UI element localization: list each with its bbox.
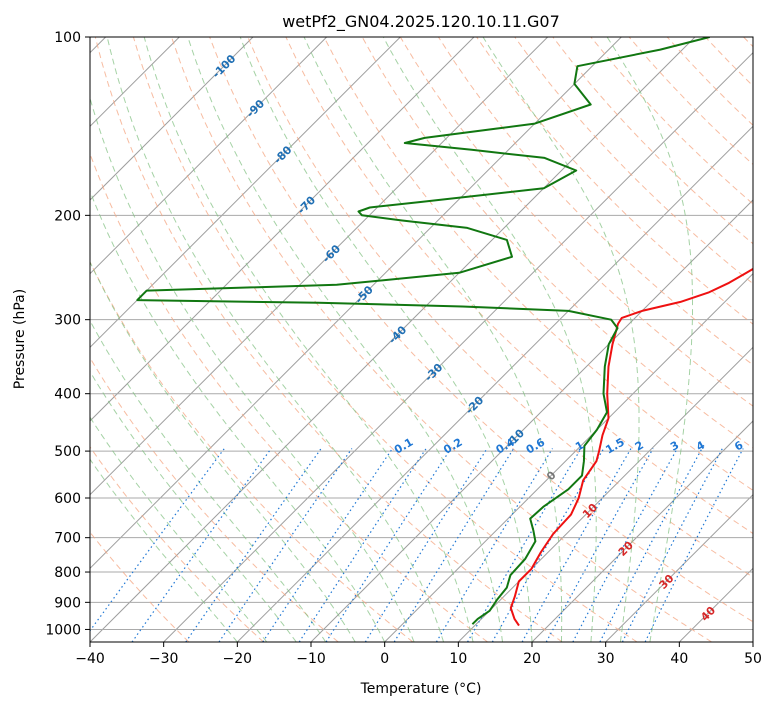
y-tick-label: 200 xyxy=(54,208,81,224)
moist-adiabat xyxy=(90,260,356,642)
y-tick-label: 1000 xyxy=(45,622,81,638)
dry-adiabats xyxy=(90,37,753,642)
dry-adiabat xyxy=(247,37,753,578)
moist-adiabat xyxy=(90,96,415,642)
y-tick-label: 400 xyxy=(54,387,81,403)
isotherm-line xyxy=(752,641,753,642)
plot-frame xyxy=(89,36,754,643)
mixing-ratio-line xyxy=(435,448,554,642)
x-tick-label: 0 xyxy=(380,651,389,667)
dry-adiabat xyxy=(285,37,753,535)
moist-adiabat xyxy=(143,37,474,642)
y-tick-label: 500 xyxy=(54,444,81,460)
moist-adiabat xyxy=(187,37,503,642)
moist-adiabat xyxy=(239,37,533,642)
isotherm-line xyxy=(90,37,401,349)
dewpoint-line xyxy=(136,37,710,625)
mixing-ratio-line xyxy=(262,448,393,642)
isobar-gridlines xyxy=(90,37,753,630)
x-tick-label: −20 xyxy=(223,651,253,667)
sounding-series xyxy=(136,37,753,627)
mixing-ratio-line xyxy=(325,448,452,642)
y-tick-label: 100 xyxy=(54,30,81,46)
moist-adiabat xyxy=(90,189,386,642)
moist-adiabats xyxy=(90,37,693,642)
moist-adiabat xyxy=(90,416,268,642)
x-axis-label: Temperature (°C) xyxy=(360,681,482,697)
mixing-ratio-line xyxy=(491,448,605,642)
y-tick-label: 300 xyxy=(54,313,81,329)
mixing-ratio-line xyxy=(521,448,632,642)
x-tick-label: −30 xyxy=(149,651,179,667)
mixing-ratio-label: 8 xyxy=(761,439,774,454)
isotherm-line xyxy=(457,346,753,642)
x-tick-label: 10 xyxy=(449,651,467,667)
dry-adiabat xyxy=(514,37,753,285)
y-axis-label: Pressure (hPa) xyxy=(12,289,28,389)
mixing-ratio-line xyxy=(90,448,225,632)
y-tick-label: 800 xyxy=(54,565,81,581)
mixing-ratio-line xyxy=(466,448,582,642)
isotherm-line xyxy=(90,37,475,422)
mixing-ratio-lines xyxy=(90,448,744,642)
moist-adiabat xyxy=(106,37,445,642)
isotherm-line xyxy=(90,37,328,275)
moist-adiabat xyxy=(606,37,693,642)
moist-adiabat xyxy=(382,37,597,642)
dry-adiabat xyxy=(209,37,753,623)
isotherm-line xyxy=(605,493,753,642)
dry-adiabat xyxy=(90,446,264,642)
axes: −40 −30 −20 −10 0 10 20 30 40 50 100 200 300 400 500 60… xyxy=(45,30,762,667)
x-tick-label: 50 xyxy=(744,651,762,667)
dry-adiabat xyxy=(323,37,753,491)
x-tick-label: −40 xyxy=(75,651,105,667)
moist-adiabat xyxy=(303,37,563,642)
dry-adiabat xyxy=(171,37,712,642)
mixing-ratio-line xyxy=(393,448,515,642)
x-tick-label: 40 xyxy=(670,651,688,667)
y-tick-label: 900 xyxy=(54,595,81,611)
moist-adiabat xyxy=(90,319,327,642)
x-tick-label: 20 xyxy=(523,651,541,667)
isotherm-lines xyxy=(90,37,753,642)
isotherm-line xyxy=(90,37,696,642)
temperature-line xyxy=(509,267,753,627)
y-tick-label: 700 xyxy=(54,531,81,547)
isotherm-line xyxy=(236,125,753,642)
isotherm-line xyxy=(384,272,753,642)
moist-adiabat xyxy=(90,458,238,642)
y-tick-label: 600 xyxy=(54,491,81,507)
x-tick-label: −10 xyxy=(296,651,326,667)
mixing-ratio-line xyxy=(364,448,488,642)
chart-title: wetPf2_GN04.2025.120.10.11.G07 xyxy=(282,12,560,32)
mixing-ratio-line xyxy=(218,448,353,642)
isotherm-line xyxy=(90,37,622,570)
mixing-ratio-line xyxy=(298,448,427,642)
isotherm-line xyxy=(90,37,254,201)
dry-adiabat xyxy=(132,37,638,642)
isotherm-line xyxy=(163,51,753,642)
isotherm-line xyxy=(90,37,549,496)
moist-adiabat xyxy=(482,37,640,642)
mixing-ratio-line xyxy=(644,448,744,642)
moist-adiabat xyxy=(90,370,297,642)
dry-adiabat xyxy=(476,37,753,325)
mixing-ratio-line xyxy=(621,448,723,642)
dry-adiabat xyxy=(94,37,563,642)
x-tick-label: 30 xyxy=(597,651,615,667)
plot-background xyxy=(90,37,753,642)
isotherm-line xyxy=(531,420,753,642)
